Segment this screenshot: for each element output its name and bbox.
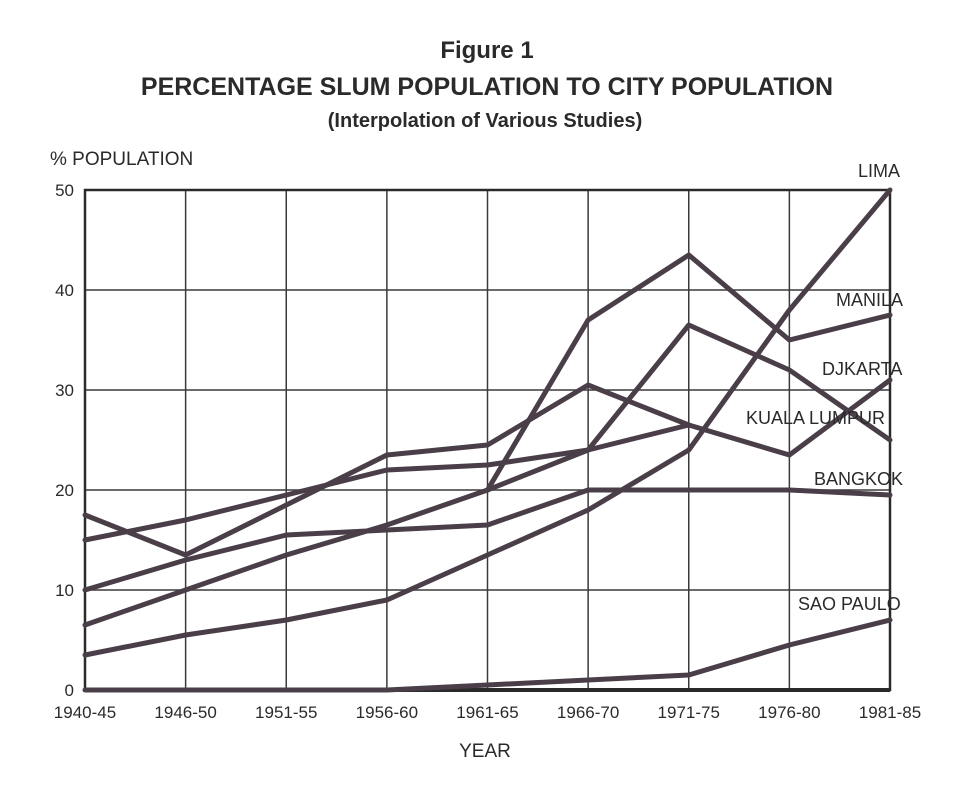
series-line-sao-paulo — [82, 187, 893, 658]
x-tick-label: 1971-75 — [658, 703, 720, 722]
y-tick-label: 50 — [55, 181, 74, 200]
series-label-djkarta: DJKARTA — [822, 359, 902, 379]
x-tick-label: 1981-85 — [859, 703, 921, 722]
y-tick-label: 40 — [55, 281, 74, 300]
series-line-kuala-lumpur — [82, 422, 692, 543]
series-line-unlabeled-6 — [82, 617, 893, 693]
y-axis-label: % POPULATION — [50, 149, 193, 170]
y-tick-labels: 0 10 20 30 40 50 — [55, 181, 74, 700]
x-tick-label: 1961-65 — [456, 703, 518, 722]
chart-subtitle: (Interpolation of Various Studies) — [328, 110, 642, 132]
x-axis-label: YEAR — [459, 741, 511, 762]
y-tick-label: 30 — [55, 381, 74, 400]
grid — [83, 188, 892, 692]
x-tick-label: 1951-55 — [255, 703, 317, 722]
y-tick-label: 0 — [65, 681, 74, 700]
series-label-lima: LIMA — [858, 161, 900, 181]
y-tick-label: 10 — [55, 581, 74, 600]
x-tick-label: 1976-80 — [758, 703, 820, 722]
x-tick-label: 1956-60 — [356, 703, 418, 722]
series-label-kuala-lumpur: KUALA LUMPUR — [746, 408, 885, 428]
chart-title: PERCENTAGE SLUM POPULATION TO CITY POPUL… — [141, 73, 833, 101]
y-tick-label: 20 — [55, 481, 74, 500]
series-label-manila: MANILA — [836, 290, 903, 310]
series-labels: LIMA MANILA DJKARTA KUALA LUMPUR BANGKOK SAO … — [746, 161, 903, 614]
series-line-lima — [485, 252, 893, 493]
x-tick-label: 1966-70 — [557, 703, 619, 722]
x-tick-label: 1946-50 — [154, 703, 216, 722]
series-lines — [82, 187, 893, 693]
series-label-bangkok: BANGKOK — [814, 469, 903, 489]
x-tick-labels: 1940-45 1946-50 1951-55 1956-60 1961-65 1966-… — [54, 703, 921, 722]
x-tick-label: 1940-45 — [54, 703, 116, 722]
series-label-sao-paulo: SAO PAULO — [798, 594, 901, 614]
figure-label: Figure 1 — [440, 37, 533, 64]
series-line-bangkok — [82, 487, 893, 593]
series-line-djkarta — [82, 377, 893, 558]
